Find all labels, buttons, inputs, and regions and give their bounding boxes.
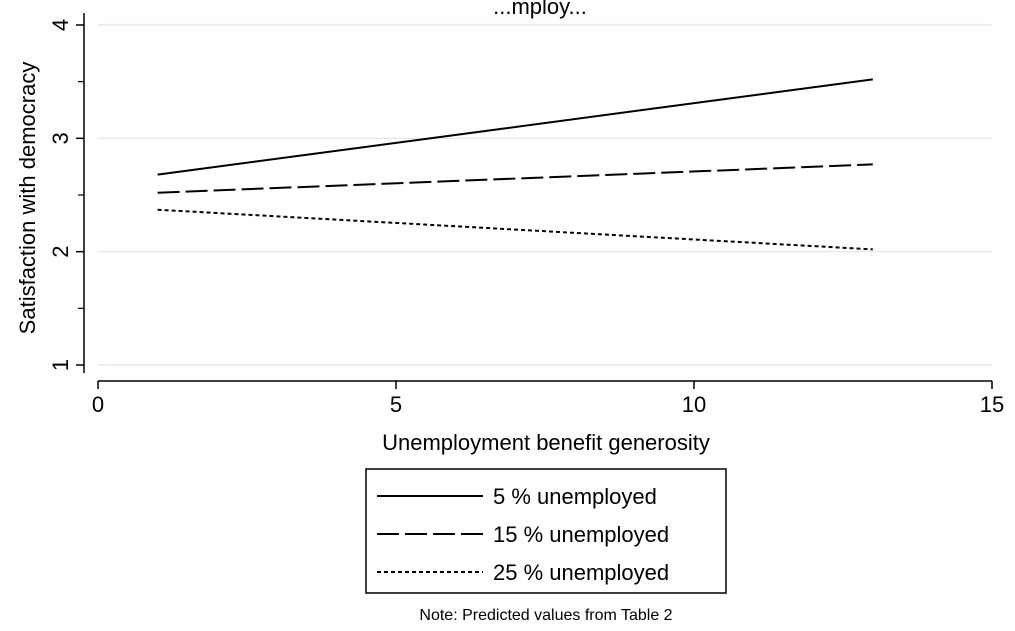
y-tick-label: 2 — [48, 246, 73, 258]
x-axis-title: Unemployment benefit generosity — [382, 430, 710, 455]
legend: 5 % unemployed 15 % unemployed 25 % unempl… — [365, 468, 727, 594]
x-tick-label: 0 — [92, 392, 104, 417]
series-line-1 — [157, 78, 873, 176]
series-line-2 — [157, 163, 873, 194]
legend-label-3: 25 % unemployed — [493, 560, 669, 585]
y-tick-label: 4 — [48, 19, 73, 31]
axes — [83, 13, 992, 382]
legend-label-1: 5 % unemployed — [493, 484, 657, 509]
y-tick-label: 3 — [48, 132, 73, 144]
x-tick-label: 10 — [682, 392, 706, 417]
grid-lines — [98, 24, 992, 366]
series-lines — [157, 78, 873, 251]
y-tick-label: 1 — [48, 359, 73, 371]
series-line-3 — [157, 208, 873, 251]
y-ticks: 1 2 3 4 — [48, 19, 84, 371]
x-tick-label: 15 — [980, 392, 1004, 417]
legend-label-2: 15 % unemployed — [493, 522, 669, 547]
y-axis-title: Satisfaction with democracy — [15, 62, 40, 335]
chart-note: Note: Predicted values from Table 2 — [419, 607, 672, 624]
x-tick-label: 5 — [390, 392, 402, 417]
x-ticks: 0 5 10 15 — [92, 381, 1004, 417]
chart-title: ...mploy... — [493, 0, 587, 19]
